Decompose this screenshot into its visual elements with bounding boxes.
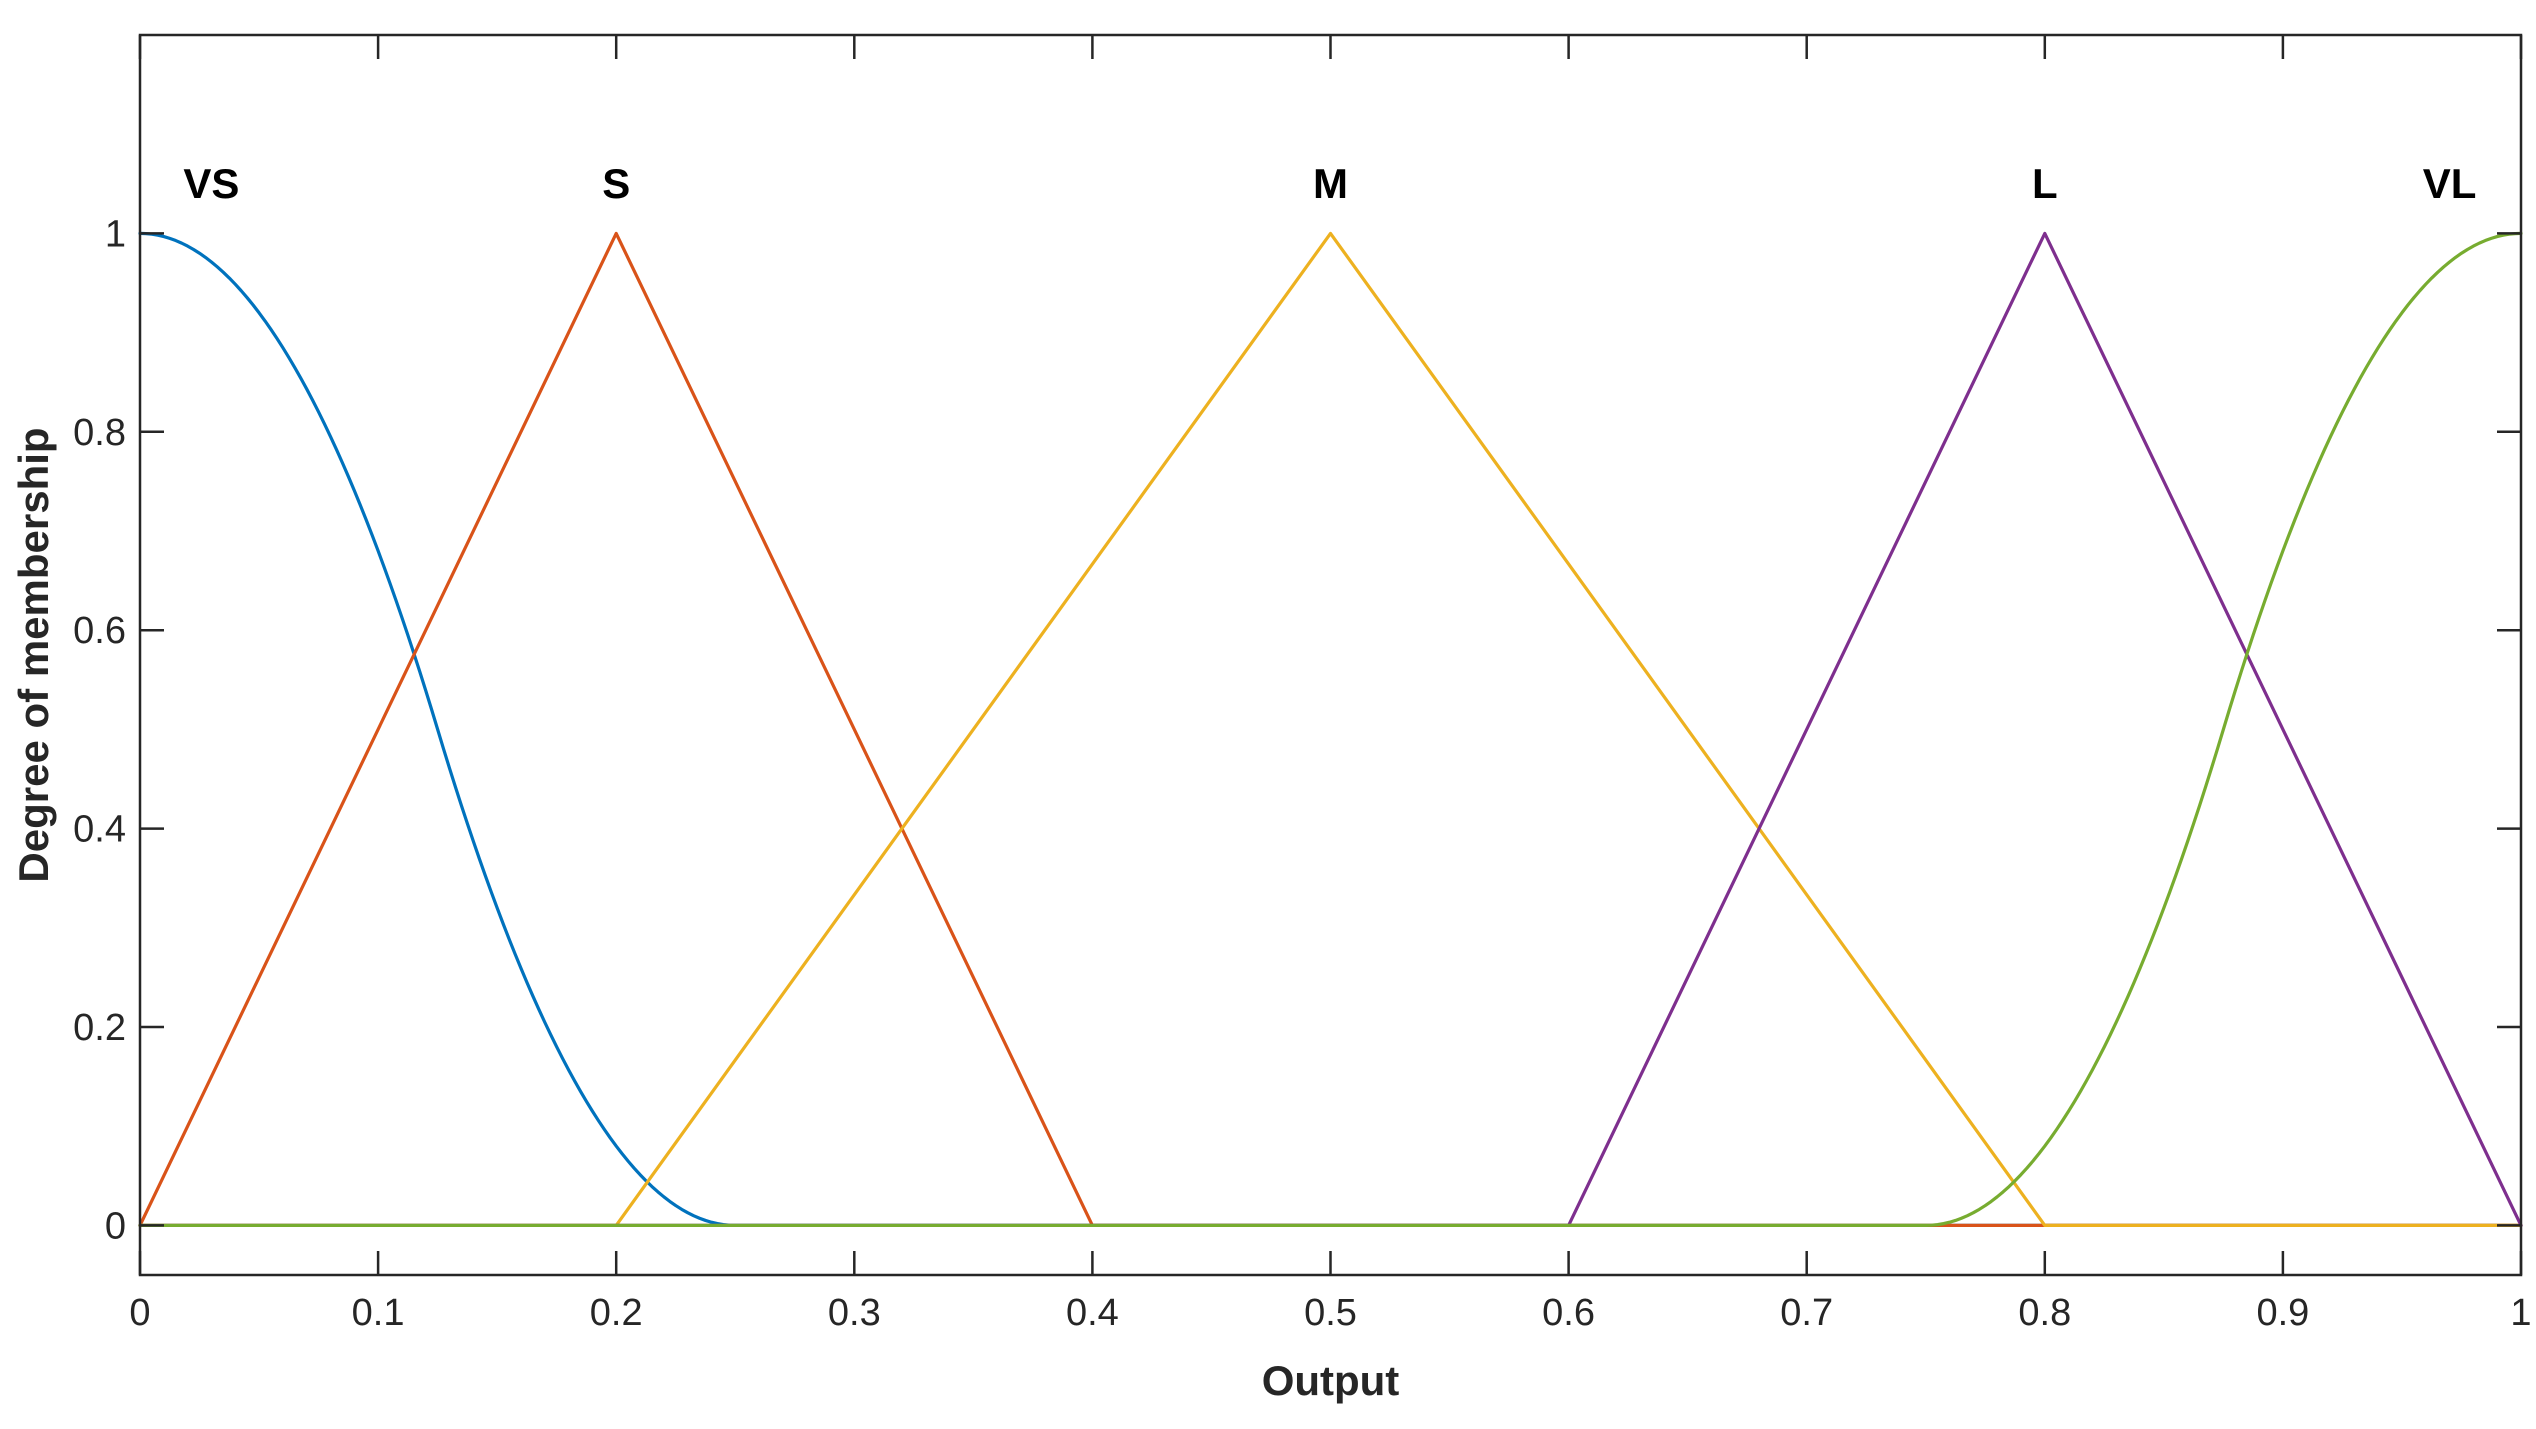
label-layer: VS S M L VL [183,160,2476,207]
axes-box [138,33,2523,1277]
x-tick-label: 0 [129,1292,150,1334]
x-tick-label: 0.6 [1542,1292,1595,1334]
x-tick-label: 0.5 [1304,1292,1357,1334]
y-tick-label: 0.6 [73,610,126,652]
x-tick-label: 0.9 [2256,1292,2309,1334]
x-tick-label: 0.7 [1780,1292,1833,1334]
x-axis-title: Output [1262,1357,1400,1404]
x-tick-label: 0.2 [590,1292,643,1334]
series-line-vl [138,231,2523,1227]
x-tick-label: 0.3 [828,1292,881,1334]
plot-area [140,35,2521,1275]
x-tick-label: 0.4 [1066,1292,1119,1334]
y-axis-title: Degree of membership [10,427,57,882]
mf-label-m: M [1313,160,1348,207]
mf-label-s: S [602,160,630,207]
mf-label-vs: VS [183,160,239,207]
y-tick-label: 0.4 [73,809,126,851]
x-tick-label: 0.8 [2018,1292,2071,1334]
y-tick-label: 0.8 [73,412,126,454]
x-tick-label: 1 [2510,1292,2531,1334]
x-tick-label: 0.1 [352,1292,405,1334]
mf-label-vl: VL [2423,160,2477,207]
tick-layer: 0 0.1 0.2 0.3 0.4 0.5 0.6 0.7 0.8 0.9 1 0 0.2 0.4 0.6 0… [73,35,2532,1334]
mf-label-l: L [2032,160,2058,207]
series-layer [138,231,2523,1227]
y-tick-label: 0 [105,1205,126,1247]
y-tick-label: 1 [105,213,126,255]
y-tick-label: 0.2 [73,1007,126,1049]
